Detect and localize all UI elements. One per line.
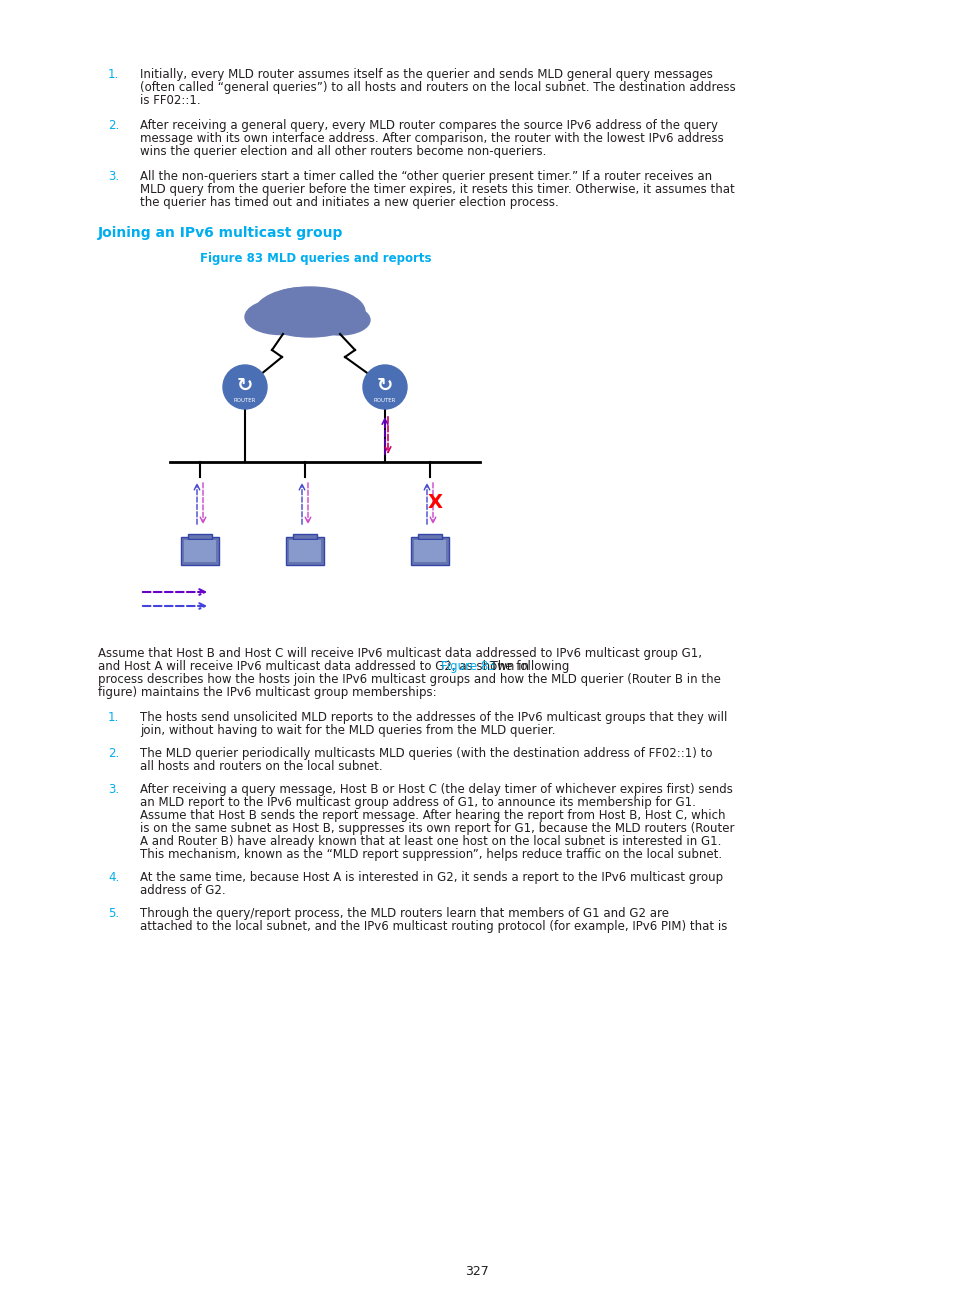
Text: is on the same subnet as Host B, suppresses its own report for G1, because the M: is on the same subnet as Host B, suppres… xyxy=(140,822,734,835)
Text: After receiving a query message, Host B or Host C (the delay timer of whichever : After receiving a query message, Host B … xyxy=(140,783,732,796)
Text: ↻: ↻ xyxy=(236,376,253,394)
Text: Figure 83: Figure 83 xyxy=(440,660,496,673)
Text: join, without having to wait for the MLD queries from the MLD querier.: join, without having to wait for the MLD… xyxy=(140,724,555,737)
Text: 1.: 1. xyxy=(108,67,119,80)
Text: . The following: . The following xyxy=(483,660,569,673)
Text: ROUTER: ROUTER xyxy=(374,398,395,403)
Text: 1.: 1. xyxy=(108,712,119,724)
Ellipse shape xyxy=(310,305,370,334)
Text: the querier has timed out and initiates a new querier election process.: the querier has timed out and initiates … xyxy=(140,196,558,209)
Ellipse shape xyxy=(302,292,357,316)
Text: The MLD querier periodically multicasts MLD queries (with the destination addres: The MLD querier periodically multicasts … xyxy=(140,746,712,759)
Text: message with its own interface address. After comparison, the router with the lo: message with its own interface address. … xyxy=(140,132,723,145)
Ellipse shape xyxy=(270,288,330,316)
FancyBboxPatch shape xyxy=(417,534,441,539)
Text: Initially, every MLD router assumes itself as the querier and sends MLD general : Initially, every MLD router assumes itse… xyxy=(140,67,712,80)
FancyBboxPatch shape xyxy=(411,537,449,565)
Text: The hosts send unsolicited MLD reports to the addresses of the IPv6 multicast gr: The hosts send unsolicited MLD reports t… xyxy=(140,712,726,724)
Text: MLD query from the querier before the timer expires, it resets this timer. Other: MLD query from the querier before the ti… xyxy=(140,183,734,196)
Text: 327: 327 xyxy=(465,1265,488,1278)
Text: 2.: 2. xyxy=(108,119,119,132)
Text: After receiving a general query, every MLD router compares the source IPv6 addre: After receiving a general query, every M… xyxy=(140,119,718,132)
FancyBboxPatch shape xyxy=(181,537,219,565)
Text: 2.: 2. xyxy=(108,746,119,759)
FancyBboxPatch shape xyxy=(184,540,215,562)
FancyBboxPatch shape xyxy=(293,534,316,539)
Text: Assume that Host B and Host C will receive IPv6 multicast data addressed to IPv6: Assume that Host B and Host C will recei… xyxy=(98,647,701,660)
Text: 5.: 5. xyxy=(108,907,119,920)
Text: process describes how the hosts join the IPv6 multicast groups and how the MLD q: process describes how the hosts join the… xyxy=(98,673,720,686)
Text: This mechanism, known as the “MLD report suppression”, helps reduce traffic on t: This mechanism, known as the “MLD report… xyxy=(140,848,721,861)
FancyBboxPatch shape xyxy=(289,540,320,562)
Text: A and Router B) have already known that at least one host on the local subnet is: A and Router B) have already known that … xyxy=(140,835,720,848)
Text: ROUTER: ROUTER xyxy=(233,398,256,403)
Circle shape xyxy=(223,365,267,410)
FancyBboxPatch shape xyxy=(302,537,308,546)
Text: X: X xyxy=(427,492,442,512)
Text: 3.: 3. xyxy=(108,170,119,183)
Text: Joining an IPv6 multicast group: Joining an IPv6 multicast group xyxy=(98,226,343,240)
Text: is FF02::1.: is FF02::1. xyxy=(140,95,200,108)
Text: wins the querier election and all other routers become non-queriers.: wins the querier election and all other … xyxy=(140,145,546,158)
Text: all hosts and routers on the local subnet.: all hosts and routers on the local subne… xyxy=(140,759,382,772)
Text: Figure 83 MLD queries and reports: Figure 83 MLD queries and reports xyxy=(200,251,431,264)
Text: (often called “general queries”) to all hosts and routers on the local subnet. T: (often called “general queries”) to all … xyxy=(140,80,735,95)
Text: an MLD report to the IPv6 multicast group address of G1, to announce its members: an MLD report to the IPv6 multicast grou… xyxy=(140,796,695,809)
Text: 4.: 4. xyxy=(108,871,119,884)
Circle shape xyxy=(363,365,407,410)
Text: At the same time, because Host A is interested in G2, it sends a report to the I: At the same time, because Host A is inte… xyxy=(140,871,722,884)
Text: All the non-queriers start a timer called the “other querier present timer.” If : All the non-queriers start a timer calle… xyxy=(140,170,711,183)
FancyBboxPatch shape xyxy=(196,537,203,546)
Ellipse shape xyxy=(245,299,314,334)
FancyBboxPatch shape xyxy=(427,537,433,546)
Ellipse shape xyxy=(254,286,365,337)
Text: and Host A will receive IPv6 multicast data addressed to G2, as shown in: and Host A will receive IPv6 multicast d… xyxy=(98,660,532,673)
FancyBboxPatch shape xyxy=(188,534,212,539)
Text: address of G2.: address of G2. xyxy=(140,884,226,897)
Text: 3.: 3. xyxy=(108,783,119,796)
FancyBboxPatch shape xyxy=(286,537,324,565)
Text: attached to the local subnet, and the IPv6 multicast routing protocol (for examp: attached to the local subnet, and the IP… xyxy=(140,920,726,933)
Text: Assume that Host B sends the report message. After hearing the report from Host : Assume that Host B sends the report mess… xyxy=(140,809,724,822)
Text: ↻: ↻ xyxy=(376,376,393,394)
Text: Through the query/report process, the MLD routers learn that members of G1 and G: Through the query/report process, the ML… xyxy=(140,907,668,920)
Text: figure) maintains the IPv6 multicast group memberships:: figure) maintains the IPv6 multicast gro… xyxy=(98,686,436,699)
FancyBboxPatch shape xyxy=(414,540,446,562)
